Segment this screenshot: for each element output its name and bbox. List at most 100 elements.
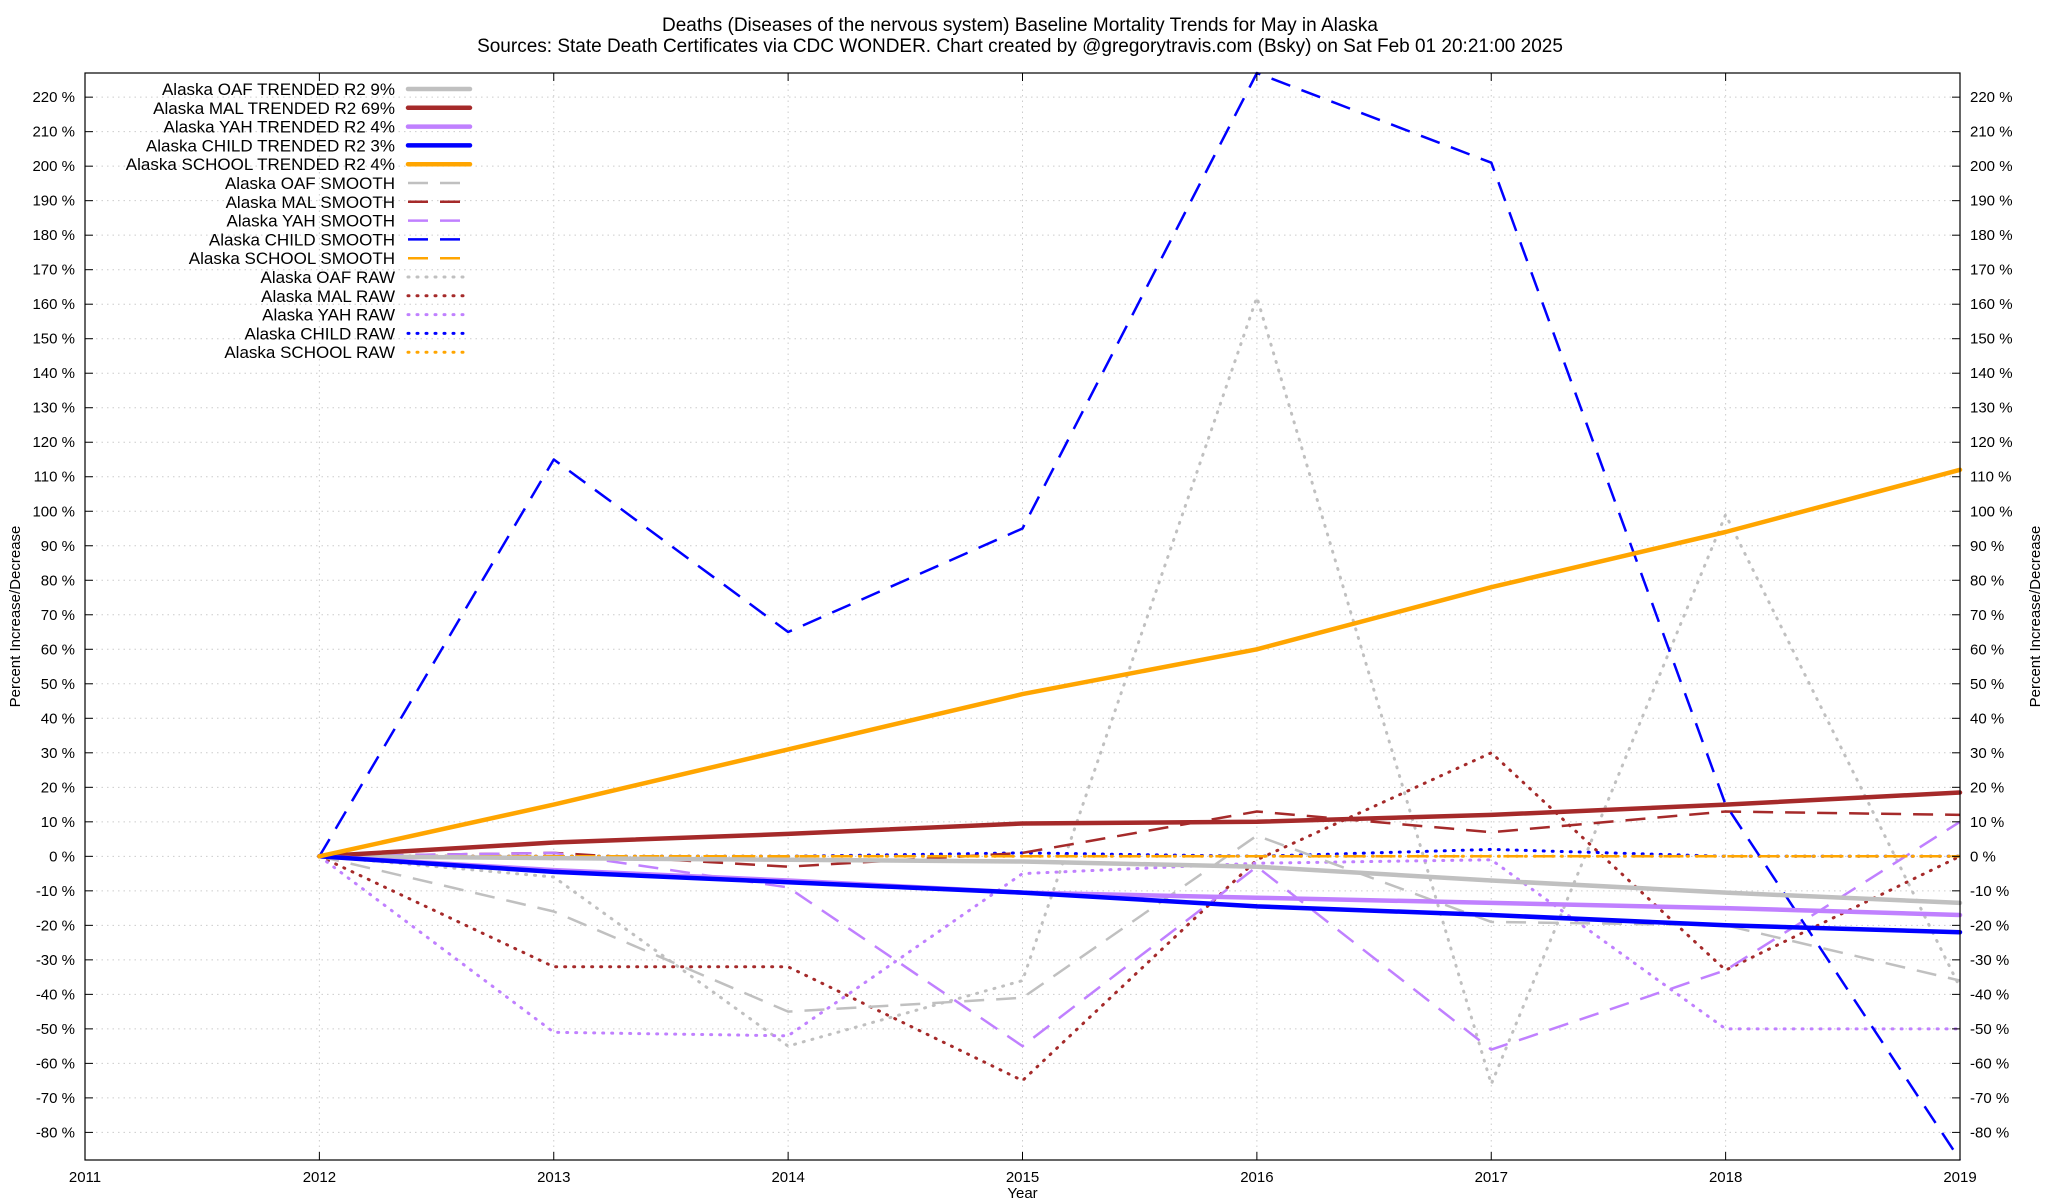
y-tick-label-left: 30 % — [41, 745, 75, 762]
y-tick-label-right: 90 % — [1970, 538, 2004, 555]
legend: Alaska OAF TRENDED R2 9%Alaska MAL TREND… — [126, 80, 473, 362]
y-tick-label-right: -20 % — [1970, 917, 2009, 934]
y-tick-label-right: 80 % — [1970, 572, 2004, 589]
x-axis-label: Year — [1007, 1185, 1037, 1200]
y-tick-label-left: 130 % — [32, 400, 75, 417]
y-tick-label-left: 150 % — [32, 331, 75, 348]
y-tick-label-right: 220 % — [1970, 89, 2013, 106]
y-tick-label-right: 210 % — [1970, 124, 2013, 141]
y-tick-label-left: 160 % — [32, 296, 75, 313]
legend-label: Alaska YAH RAW — [262, 306, 395, 325]
y-tick-label-left: -20 % — [36, 917, 75, 934]
y-axis-label: Percent Increase/Decrease — [7, 526, 24, 708]
y-tick-label-left: 180 % — [32, 227, 75, 244]
y-tick-label-right: 60 % — [1970, 641, 2004, 658]
y-tick-label-left: 10 % — [41, 814, 75, 831]
y-tick-label-left: 40 % — [41, 710, 75, 727]
legend-label: Alaska OAF RAW — [261, 268, 395, 287]
chart-subtitle: Sources: State Death Certificates via CD… — [477, 36, 1563, 57]
series-line-alaska-yah-raw — [317, 854, 1962, 1038]
series-layer — [317, 71, 1963, 1161]
y-tick-label-left: -60 % — [36, 1055, 75, 1072]
legend-label: Alaska YAH TRENDED R2 4% — [164, 118, 395, 137]
gridlines — [84, 73, 1961, 1160]
x-tick-label: 2012 — [303, 1169, 336, 1186]
y-tick-label-right: -60 % — [1970, 1055, 2009, 1072]
legend-label: Alaska YAH SMOOTH — [227, 212, 395, 231]
y-tick-label-left: 0 % — [49, 848, 75, 865]
y-tick-label-right: -70 % — [1970, 1090, 2009, 1107]
y-tick-label-left: 60 % — [41, 641, 75, 658]
y-tick-label-right: 70 % — [1970, 607, 2004, 624]
series-line-alaska-mal-trended-r2-69 — [317, 790, 1963, 859]
y-tick-label-left: 70 % — [41, 607, 75, 624]
y-tick-label-left: 170 % — [32, 262, 75, 279]
y-tick-label-right: 10 % — [1970, 814, 2004, 831]
legend-label: Alaska MAL RAW — [261, 287, 395, 306]
y-tick-label-left: -50 % — [36, 1021, 75, 1038]
y-tick-label-right: -30 % — [1970, 952, 2009, 969]
y-tick-label-right: 40 % — [1970, 710, 2004, 727]
series-line-alaska-child-trended-r2-3 — [317, 854, 1963, 935]
x-tick-label: 2016 — [1240, 1169, 1273, 1186]
legend-label: Alaska CHILD RAW — [244, 324, 395, 343]
y-tick-label-right: 190 % — [1970, 193, 2013, 210]
legend-label: Alaska CHILD TRENDED R2 3% — [146, 136, 395, 155]
y-tick-label-right: 120 % — [1970, 434, 2013, 451]
y-tick-label-left: -10 % — [36, 883, 75, 900]
legend-label: Alaska OAF TRENDED R2 9% — [162, 80, 395, 99]
x-tick-label: 2013 — [537, 1169, 570, 1186]
axis-ticks: 220 % 220 % 210 % 210 % 200 % 200 % 190 % 190 %… — [32, 73, 2013, 1186]
y-tick-label-right: 110 % — [1970, 469, 2011, 486]
x-tick-label: 2011 — [69, 1169, 101, 1186]
chart-title: Deaths (Diseases of the nervous system) … — [662, 15, 1378, 36]
y-tick-label-right: 150 % — [1970, 331, 2013, 348]
y-tick-label-left: -30 % — [36, 952, 75, 969]
y-tick-label-right: 50 % — [1970, 676, 2004, 693]
y-tick-label-right: 20 % — [1970, 779, 2004, 796]
x-tick-label: 2018 — [1709, 1169, 1742, 1186]
x-tick-label: 2014 — [771, 1169, 804, 1186]
y-tick-label-left: 140 % — [32, 365, 75, 382]
y-tick-label-left: -70 % — [36, 1090, 75, 1107]
legend-label: Alaska OAF SMOOTH — [225, 174, 395, 193]
y-tick-label-left: 220 % — [32, 89, 75, 106]
series-line-alaska-child-smooth — [318, 71, 1962, 1161]
x-tick-label: 2019 — [1943, 1169, 1976, 1186]
y-tick-label-right: 200 % — [1970, 158, 2013, 175]
y-tick-label-left: 110 % — [34, 469, 75, 486]
y-tick-label-left: 80 % — [41, 572, 75, 589]
y-tick-label-left: 210 % — [32, 124, 75, 141]
y-tick-label-right: 30 % — [1970, 745, 2004, 762]
legend-label: Alaska MAL SMOOTH — [226, 193, 395, 212]
y-tick-label-right: 140 % — [1970, 365, 2013, 382]
y-tick-label-right: 160 % — [1970, 296, 2013, 313]
y-tick-label-left: 90 % — [41, 538, 75, 555]
y-tick-label-left: -40 % — [36, 986, 75, 1003]
y-tick-label-right: 0 % — [1970, 848, 1996, 865]
y-tick-label-right: 180 % — [1970, 227, 2013, 244]
y-tick-label-right: -10 % — [1970, 883, 2009, 900]
y-tick-label-right: 130 % — [1970, 400, 2013, 417]
y-tick-label-left: -80 % — [36, 1124, 75, 1141]
legend-label: Alaska CHILD SMOOTH — [209, 230, 395, 249]
legend-label: Alaska MAL TRENDED R2 69% — [153, 99, 395, 118]
series-line-alaska-mal-raw — [317, 751, 1962, 1083]
y-tick-label-left: 20 % — [41, 779, 75, 796]
legend-label: Alaska SCHOOL RAW — [224, 343, 395, 362]
y-tick-label-left: 190 % — [32, 193, 75, 210]
y-tick-label-right: -40 % — [1970, 986, 2009, 1003]
y-tick-label-right: 100 % — [1970, 503, 2013, 520]
y-axis-label-right: Percent Increase/Decrease — [2027, 526, 2044, 708]
series-line-alaska-oaf-trended-r2-9 — [317, 854, 1963, 906]
y-tick-label-right: 170 % — [1970, 262, 2013, 279]
y-tick-label-right: -50 % — [1970, 1021, 2009, 1038]
x-tick-label: 2017 — [1475, 1169, 1508, 1186]
y-tick-label-left: 200 % — [32, 158, 75, 175]
y-tick-label-left: 50 % — [41, 676, 75, 693]
x-tick-label: 2015 — [1006, 1169, 1039, 1186]
legend-label: Alaska SCHOOL TRENDED R2 4% — [126, 155, 395, 174]
series-line-alaska-oaf-smooth — [319, 834, 1961, 1013]
y-tick-label-right: -80 % — [1970, 1124, 2009, 1141]
